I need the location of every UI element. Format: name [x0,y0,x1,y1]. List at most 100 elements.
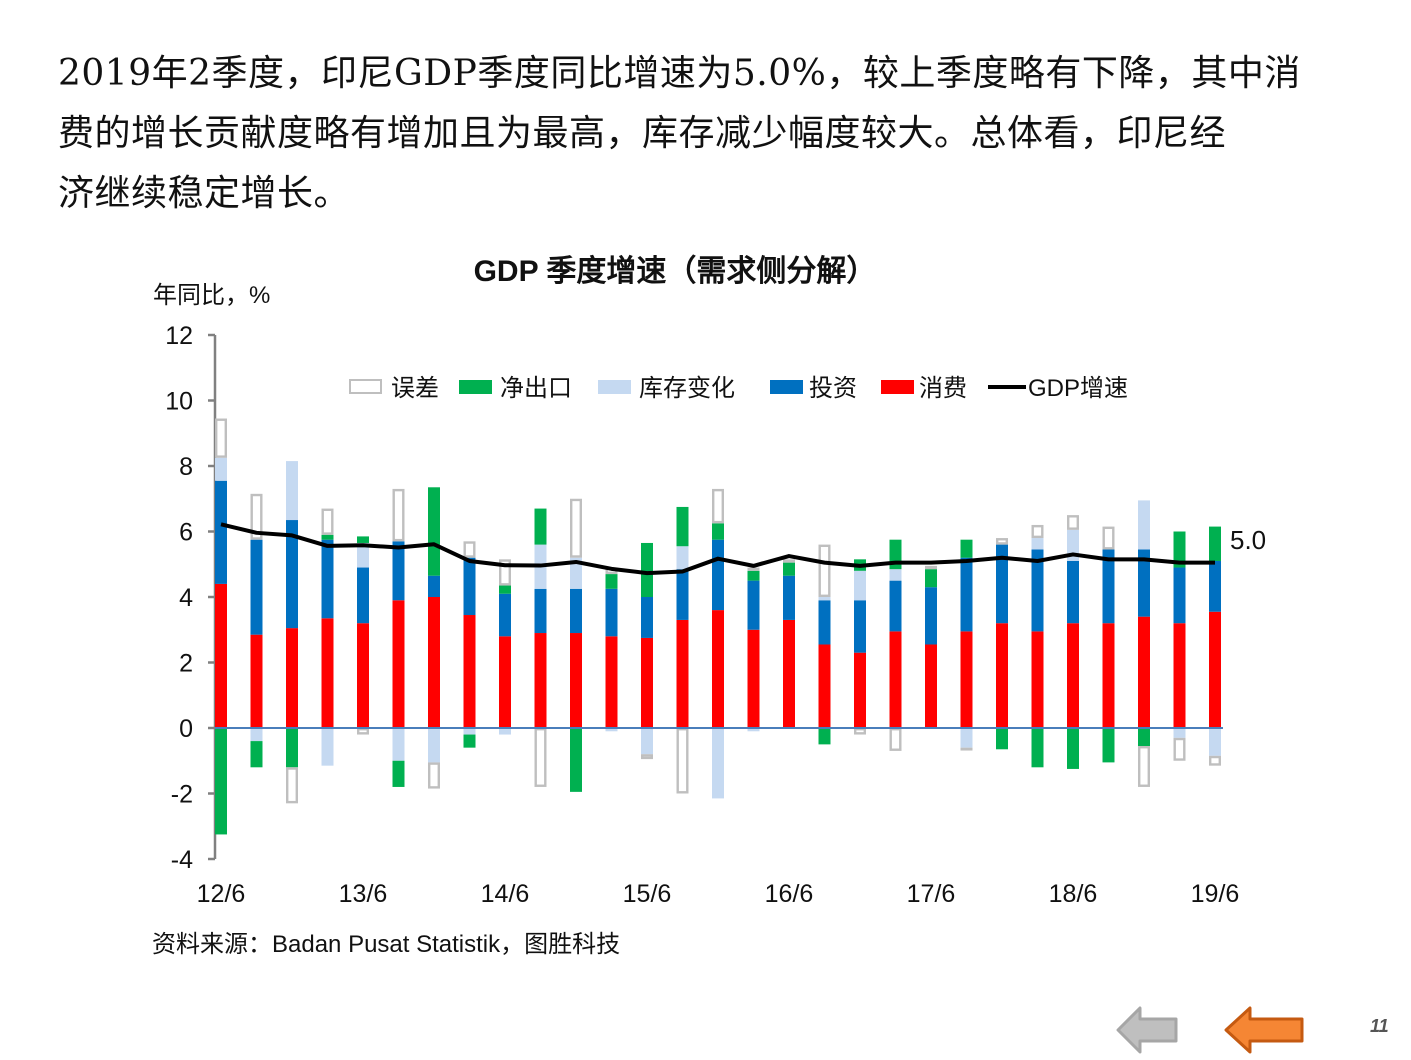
bar-segment-net-exports [251,741,263,767]
bar-segment-investment [819,600,831,644]
bar-segment-error [642,755,652,758]
bar-segment-consumption [570,633,582,728]
next-page-button[interactable] [1222,1005,1308,1060]
bar-segment-error [216,420,226,457]
bar-segment-error [536,729,546,786]
bar-segment-net-exports [641,543,653,597]
page-number: 11 [1370,1016,1389,1037]
bar-segment-inventory [1174,728,1186,738]
bar-segment-investment [641,597,653,638]
bar-segment-investment [570,589,582,633]
bar-segment-net-exports [499,586,511,594]
bar-segment-error [1210,757,1220,764]
bar-segment-error [820,546,830,596]
legend-item: 误差 [350,375,439,402]
gdp-end-value-label: 5.0 [1230,525,1266,555]
bar-segment-consumption [996,623,1008,728]
bar-segment-investment [1209,561,1221,612]
bar-segment-net-exports [606,574,618,589]
bar-segment-investment [393,541,405,600]
y-tick-label: 2 [179,650,193,678]
bar-series [215,420,1221,835]
bar-segment-error [323,510,333,534]
bar-segment-inventory [251,728,263,741]
bar-segment-consumption [606,636,618,728]
legend-swatch [459,380,492,394]
bar-segment-net-exports [215,728,227,834]
bar-segment-investment [535,589,547,633]
bar-segment-inventory [890,569,902,580]
bar-segment-investment [1067,561,1079,623]
y-tick-label: 12 [165,322,193,350]
bar-segment-net-exports [393,761,405,787]
bar-segment-inventory [215,458,227,481]
bar-segment-error [962,749,972,750]
legend-swatch [598,380,631,394]
bar-segment-consumption [1174,623,1186,728]
bar-segment-net-exports [996,728,1008,749]
bar-segment-investment [925,587,937,644]
bar-segment-error [1033,526,1043,537]
legend-label: 投资 [809,375,857,402]
bar-segment-net-exports [286,728,298,767]
bar-segment-error [1175,739,1185,760]
legend-item: 投资 [770,375,857,402]
legend-item: GDP增速 [988,375,1128,402]
legend-swatch [350,380,381,393]
source-note: 资料来源：Badan Pusat Statistik，图胜科技 [152,924,620,959]
previous-page-button[interactable] [1114,1005,1180,1060]
y-tick-label: 10 [165,388,193,416]
bar-segment-error [855,729,865,733]
bar-segment-net-exports [961,540,973,558]
bar-segment-error [394,490,404,540]
bar-segment-consumption [322,618,334,728]
bar-segment-investment [712,540,724,610]
bar-segment-investment [322,540,334,619]
bar-segment-error [465,543,475,557]
bar-segment-error [1104,528,1114,549]
arrow-left-orange-icon [1222,1005,1308,1055]
bar-segment-consumption [783,620,795,728]
bar-segment-error [1139,747,1149,786]
bar-segment-net-exports [925,569,937,587]
x-tick-label: 18/6 [1049,880,1098,908]
bar-segment-net-exports [1138,728,1150,746]
bar-segment-consumption [641,638,653,728]
arrow-left-gray-icon [1114,1005,1180,1055]
y-tick-label: -2 [171,781,193,809]
legend-label: 净出口 [500,375,572,402]
bar-segment-net-exports [712,523,724,539]
bar-segment-error [678,729,688,792]
bar-segment-consumption [1067,623,1079,728]
bar-segment-investment [854,600,866,652]
bar-segment-error [926,567,936,568]
bar-segment-investment [677,569,689,620]
bar-segment-net-exports [783,563,795,576]
y-tick-label: 8 [179,453,193,481]
y-tick-label: 4 [179,584,193,612]
bar-segment-consumption [961,631,973,728]
bar-segment-investment [961,558,973,632]
bar-segment-inventory [1032,538,1044,549]
bar-segment-consumption [677,620,689,728]
bar-segment-investment [215,481,227,584]
bar-segment-investment [606,589,618,636]
bar-segment-error [358,729,368,733]
x-tick-label: 19/6 [1191,880,1240,908]
x-tick-label: 14/6 [481,880,530,908]
legend-swatch [881,380,914,394]
bar-segment-net-exports [535,509,547,545]
bar-segment-consumption [251,635,263,728]
bar-segment-net-exports [677,507,689,546]
bar-segment-investment [783,576,795,620]
bar-segment-error [891,729,901,750]
x-tick-label: 17/6 [907,880,956,908]
bar-segment-net-exports [464,735,476,748]
legend-label: 误差 [391,375,439,402]
bar-segment-inventory [1209,728,1221,756]
bar-segment-investment [251,540,263,635]
bar-segment-inventory [641,728,653,754]
x-tick-label: 12/6 [197,880,246,908]
legend-label: GDP增速 [1028,375,1128,402]
